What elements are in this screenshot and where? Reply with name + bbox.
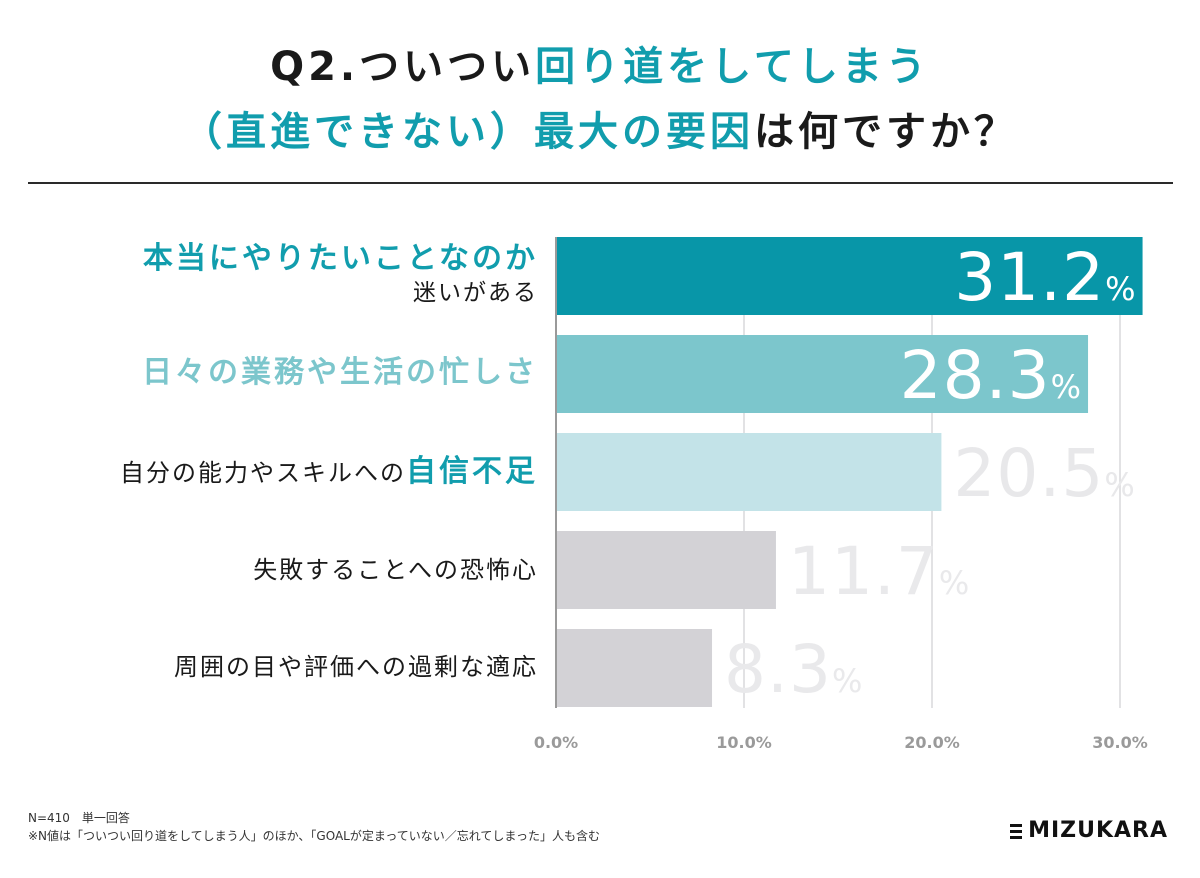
title-divider [28, 182, 1173, 184]
x-tick-label: 30.0% [1092, 733, 1148, 752]
logo-text: MIZUKARA [1028, 818, 1168, 843]
value-label: 20.5% [953, 435, 1135, 512]
value-label: 28.3% [900, 337, 1082, 414]
title-accent-2: （直進できない）最大の要因 [182, 109, 754, 155]
bar [556, 531, 776, 609]
footnote-note: ※N値は「ついつい回り道をしてしまう人」のほか、「GOALが定まっていない／忘れ… [28, 829, 600, 843]
value-label: 8.3% [724, 631, 863, 708]
title-accent-1: 回り道をしてしまう [535, 44, 930, 90]
value-label-unit: % [1104, 466, 1135, 504]
category-label-3-prefix: 自分の能力やスキルへの [120, 459, 406, 487]
logo-icon [1010, 821, 1023, 842]
category-label-4: 失敗することへの恐怖心 [253, 555, 538, 585]
chart-title-line2: （直進できない）最大の要因は何ですか？ [0, 112, 1200, 152]
value-label-number: 20.5 [953, 435, 1104, 512]
category-label-3: 自分の能力やスキルへの自信不足 [120, 453, 538, 491]
value-label-unit: % [832, 662, 863, 700]
category-label-1-sub: 迷いがある [413, 280, 538, 306]
category-label-1-main: 本当にやりたいことなのか [142, 241, 538, 276]
category-label-5: 周囲の目や評価への過剰な適応 [174, 652, 538, 682]
bar [556, 629, 713, 707]
value-label-unit: % [1051, 368, 1082, 406]
category-label-4-text: 失敗することへの恐怖心 [253, 556, 538, 584]
value-label-unit: % [1105, 270, 1136, 308]
bar [556, 335, 1089, 413]
category-label-2: 日々の業務や生活の忙しさ [142, 354, 538, 392]
category-label-3-accent: 自信不足 [406, 454, 538, 489]
value-label-unit: % [939, 564, 970, 602]
x-tick-label: 10.0% [716, 733, 772, 752]
category-label-5-text: 周囲の目や評価への過剰な適応 [174, 653, 538, 681]
brand-logo: MIZUKARA [1010, 820, 1168, 842]
x-tick-label: 20.0% [904, 733, 960, 752]
value-label-number: 31.2 [954, 239, 1105, 316]
value-label-number: 8.3 [724, 631, 832, 708]
value-label-number: 28.3 [900, 337, 1051, 414]
bar [556, 433, 942, 511]
title-prefix: Q2.ついつい [270, 44, 536, 90]
footnote-sample: N=410 単一回答 [28, 811, 130, 825]
chart-title-line1: Q2.ついつい回り道をしてしまう [0, 47, 1200, 87]
category-label-1: 本当にやりたいことなのか 迷いがある [143, 240, 538, 308]
x-tick-label: 0.0% [534, 733, 578, 752]
bar [556, 237, 1143, 315]
value-label: 11.7% [788, 533, 970, 610]
title-suffix: は何ですか？ [754, 109, 1018, 155]
value-label-number: 11.7 [788, 533, 939, 610]
value-label: 31.2% [954, 239, 1136, 316]
category-label-2-main: 日々の業務や生活の忙しさ [142, 355, 538, 390]
